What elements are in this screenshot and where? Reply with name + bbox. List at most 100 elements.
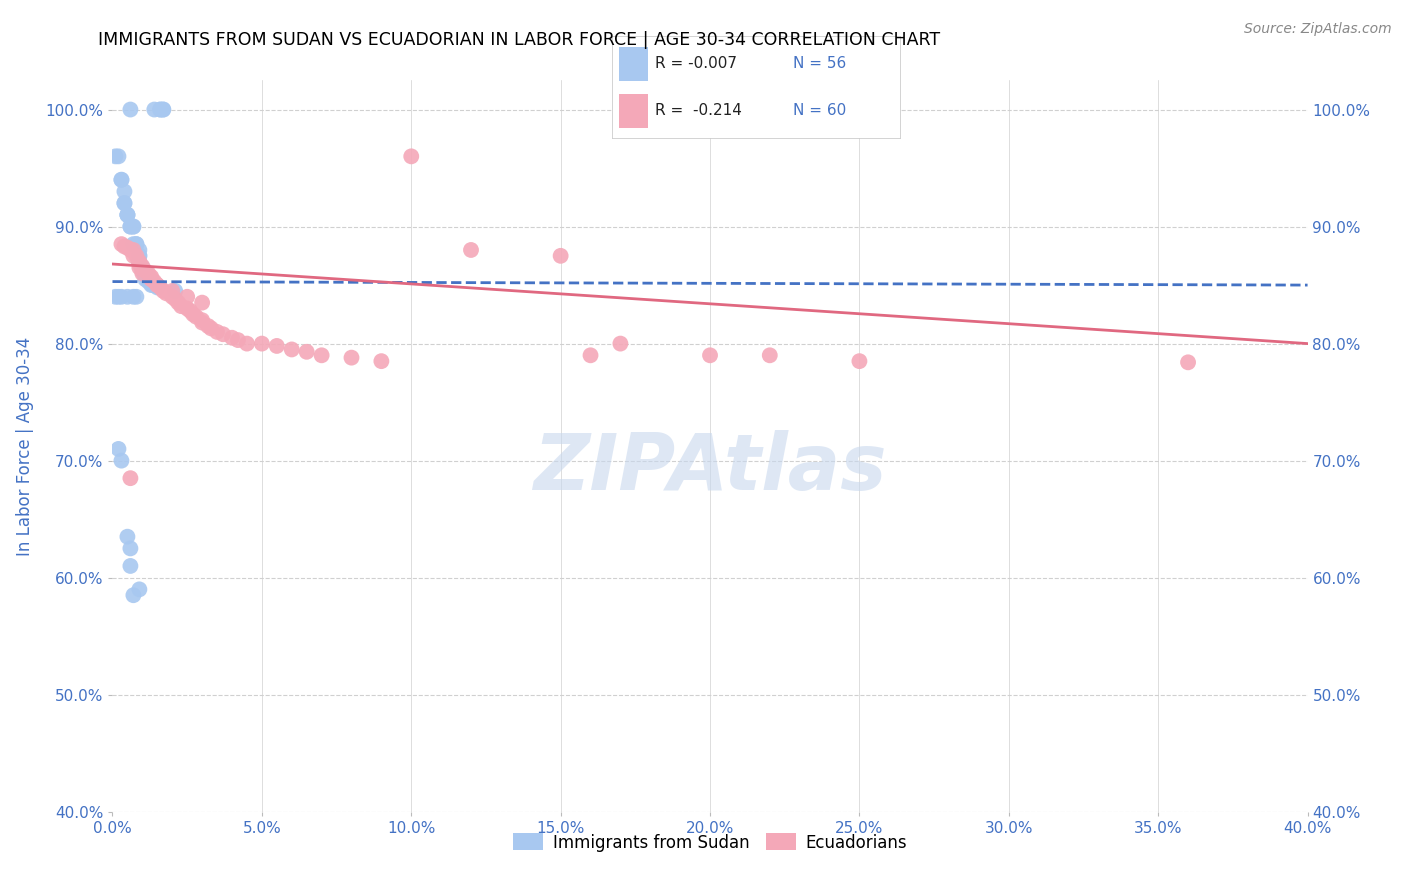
Point [179, 303, 201, 318]
Point [141, 275, 163, 289]
Point [149, 103, 172, 117]
Point [117, 208, 139, 222]
Point [250, 336, 273, 351]
Point [146, 279, 169, 293]
Point [141, 277, 163, 291]
Point [134, 264, 156, 278]
Point [122, 219, 145, 234]
Point [131, 260, 153, 275]
Point [128, 257, 150, 271]
Point [205, 325, 228, 339]
Point [125, 237, 148, 252]
Point [152, 103, 174, 117]
Point [122, 219, 145, 234]
Point [117, 208, 139, 222]
Point [114, 239, 135, 253]
Point [143, 278, 166, 293]
Point [149, 280, 172, 294]
Text: N = 60: N = 60 [793, 103, 846, 118]
Point [146, 278, 169, 293]
Point [131, 260, 153, 274]
Point [120, 558, 142, 573]
Point [170, 299, 193, 313]
Point [110, 237, 132, 252]
Point [200, 321, 222, 335]
Point [226, 333, 249, 347]
Point [107, 290, 129, 304]
Text: Source: ZipAtlas.com: Source: ZipAtlas.com [1244, 22, 1392, 37]
Point [155, 286, 177, 301]
Text: ZIPAtlas: ZIPAtlas [533, 430, 887, 506]
Point [104, 149, 127, 163]
Point [699, 348, 721, 362]
Point [191, 313, 214, 327]
Point [117, 208, 139, 222]
Point [107, 149, 129, 163]
Point [122, 290, 145, 304]
Point [221, 331, 243, 345]
Point [165, 292, 187, 306]
Point [131, 260, 153, 275]
Point [131, 266, 153, 280]
Point [117, 530, 139, 544]
Point [117, 290, 139, 304]
Point [122, 237, 145, 252]
Point [186, 310, 208, 324]
Point [146, 278, 169, 293]
Point [134, 268, 156, 283]
Point [128, 243, 150, 257]
Point [128, 249, 150, 263]
Point [197, 319, 219, 334]
Point [110, 173, 132, 187]
Point [162, 284, 183, 298]
Point [146, 280, 169, 294]
Point [138, 272, 160, 286]
Point [191, 295, 214, 310]
Point [759, 348, 782, 362]
Point [191, 316, 214, 330]
Point [114, 185, 135, 199]
Point [141, 278, 163, 293]
Point [128, 249, 150, 263]
Point [114, 196, 135, 211]
Point [138, 266, 160, 280]
Point [128, 582, 150, 597]
Point [141, 272, 163, 286]
Y-axis label: In Labor Force | Age 30-34: In Labor Force | Age 30-34 [17, 336, 34, 556]
Point [340, 351, 363, 365]
Bar [619, 95, 648, 128]
Point [120, 219, 142, 234]
Point [122, 249, 145, 263]
Point [181, 307, 204, 321]
Point [122, 588, 145, 602]
Bar [619, 47, 648, 81]
Point [550, 249, 572, 263]
Point [311, 348, 333, 362]
Point [1177, 355, 1199, 369]
Point [117, 241, 139, 255]
Point [110, 173, 132, 187]
Point [609, 336, 631, 351]
Point [131, 264, 153, 278]
Point [152, 103, 174, 117]
Text: N = 56: N = 56 [793, 56, 846, 71]
Point [122, 243, 145, 257]
Point [281, 343, 304, 357]
Text: R = -0.007: R = -0.007 [655, 56, 737, 71]
Text: R =  -0.214: R = -0.214 [655, 103, 742, 118]
Point [143, 275, 166, 289]
Point [107, 442, 129, 456]
Point [120, 471, 142, 485]
Point [114, 196, 135, 211]
Point [176, 301, 198, 316]
Point [579, 348, 602, 362]
Point [125, 249, 148, 263]
Point [141, 269, 163, 284]
Text: IMMIGRANTS FROM SUDAN VS ECUADORIAN IN LABOR FORCE | AGE 30-34 CORRELATION CHART: IMMIGRANTS FROM SUDAN VS ECUADORIAN IN L… [98, 31, 941, 49]
Point [120, 541, 142, 556]
Point [110, 290, 132, 304]
Point [138, 275, 160, 289]
Point [128, 254, 150, 268]
Point [141, 272, 163, 286]
Point [295, 344, 318, 359]
